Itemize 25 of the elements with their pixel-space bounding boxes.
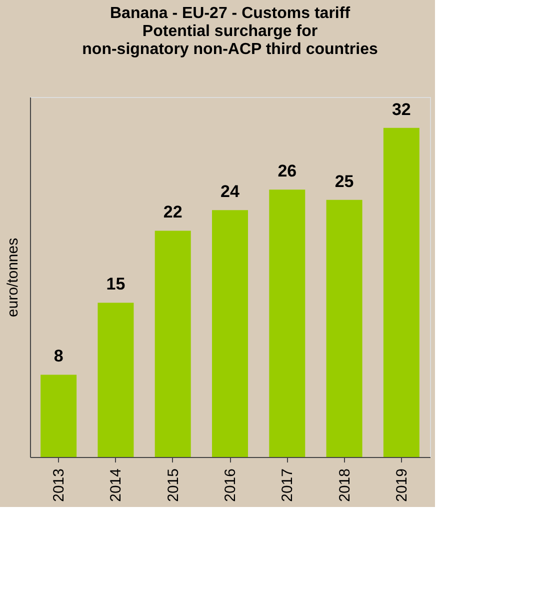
bar [383,128,420,457]
text: Banana - EU-27 - Customs tariff [110,5,350,22]
bar [269,190,306,457]
x-tick-label: 2017 [279,468,296,502]
x-tick-label: 2018 [336,468,354,502]
bar [40,374,77,457]
data-label: 15 [106,274,126,294]
bar [154,230,191,457]
data-label: 25 [334,172,354,191]
text: non-signatory non-ACP third countries [82,41,378,58]
x-tick-label: 2015 [164,468,182,502]
data-label: 8 [54,346,64,366]
x-tick-label: 2014 [108,468,125,502]
data-label: 22 [163,202,182,222]
bar [98,302,134,457]
bar [212,210,248,457]
x-tick-label: 2019 [393,468,410,502]
bar [326,200,362,457]
data-label: 26 [278,162,297,181]
data-label: 24 [220,182,240,202]
y-axis-title: euro/tonnes [4,238,22,318]
x-tick-label: 2013 [50,468,68,502]
text: Potential surcharge for [142,23,318,40]
data-label: 32 [392,100,411,119]
x-tick-label: 2016 [222,468,239,502]
